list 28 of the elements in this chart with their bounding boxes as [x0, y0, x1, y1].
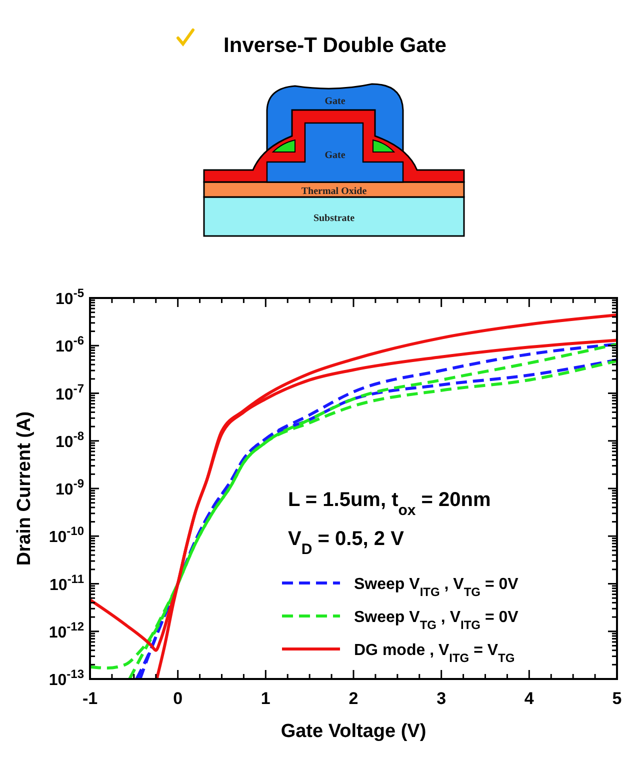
x-tick-label: -1: [82, 689, 98, 708]
y-tick-label: 10$^{-11}$: [50, 572, 84, 594]
y-tick-label: 10$^{-7}$: [56, 381, 84, 404]
legend-label: Sweep V$_{TG}$ , V$_{ITG}$ = 0V: [354, 609, 519, 632]
legend-label: Sweep V$_{ITG}$ , V$_{TG}$ = 0V: [354, 576, 519, 599]
text: Gate: [324, 150, 346, 161]
text: Thermal Oxide: [301, 186, 368, 197]
x-tick-label: 5: [612, 689, 622, 708]
annotation: V$_{D}$ = 0.5, 2 V: [288, 528, 405, 558]
legend-label: DG mode , V$_{ITG}$ = V$_{TG}$: [354, 642, 515, 665]
x-tick-label: 1: [260, 689, 270, 708]
text: Gate: [324, 96, 346, 107]
text: Substrate: [313, 213, 356, 224]
y-tick-label: 10$^{-12}$: [48, 619, 84, 642]
y-tick-label: 10$^{-6}$: [56, 334, 84, 356]
y-tick-label: 10$^{-13}$: [48, 667, 84, 689]
y-axis-title: Drain Current (A): [14, 411, 35, 566]
x-tick-label: 4: [524, 689, 534, 708]
annotation: L = 1.5um, t$_{ox}$ = 20nm: [288, 489, 491, 518]
x-tick-label: 2: [348, 689, 358, 708]
y-tick-label: 10$^{-5}$: [56, 286, 84, 308]
y-tick-label: 10$^{-8}$: [56, 428, 84, 451]
x-axis-title: Gate Voltage (V): [280, 721, 426, 742]
x-tick-label: 0: [173, 689, 183, 708]
x-tick-label: 3: [436, 689, 446, 708]
y-tick-label: 10$^{-9}$: [56, 476, 84, 498]
y-tick-label: 10$^{-10}$: [48, 524, 84, 546]
chart-title: Inverse-T Double Gate: [224, 34, 446, 57]
